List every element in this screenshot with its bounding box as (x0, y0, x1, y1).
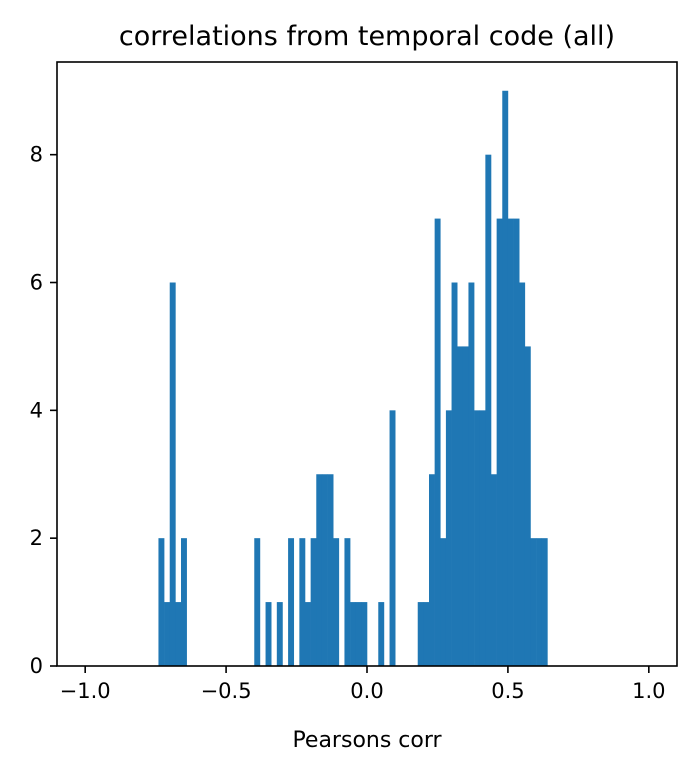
histogram-bar (316, 474, 323, 666)
histogram-bar (164, 602, 171, 666)
histogram-bar (254, 538, 261, 666)
x-axis-label: Pearsons corr (292, 728, 442, 753)
x-tick-label: 0.0 (350, 679, 383, 703)
histogram-bar (333, 538, 340, 666)
histogram-bar (378, 602, 385, 666)
y-tick-label: 8 (30, 143, 43, 167)
histogram-bar (434, 218, 441, 666)
bars-layer (158, 90, 548, 666)
y-tick-label: 6 (30, 271, 43, 295)
histogram-bar (175, 602, 182, 666)
histogram-bar (457, 346, 464, 666)
histogram-bar (507, 218, 514, 666)
histogram-bar (462, 346, 469, 666)
histogram-bar (389, 410, 396, 666)
histogram-bar (541, 538, 548, 666)
histogram-bar (169, 282, 176, 666)
chart-title: correlations from temporal code (all) (119, 21, 615, 52)
histogram-bar (299, 538, 306, 666)
histogram-bar (350, 602, 357, 666)
histogram-bar (288, 538, 295, 666)
histogram-bar (417, 602, 424, 666)
histogram-bar (265, 602, 272, 666)
axes-frame (56, 61, 678, 667)
histogram-bar (305, 602, 311, 666)
histogram-bar (479, 410, 486, 666)
histogram-bar (474, 410, 481, 666)
histogram-bar (445, 410, 452, 666)
x-tick-label: 0.5 (491, 679, 524, 703)
histogram-bar (513, 218, 520, 666)
histogram-bar (321, 474, 328, 666)
y-tick-label: 2 (30, 526, 43, 550)
histogram-bar (423, 602, 430, 666)
x-tick-label: −1.0 (60, 679, 111, 703)
histogram-bar (440, 538, 447, 666)
y-tick-label: 4 (30, 398, 43, 422)
histogram-bar (310, 538, 317, 666)
histogram-bar (344, 538, 351, 666)
histogram-bar (158, 538, 165, 666)
histogram-bar (485, 154, 492, 666)
histogram-bar (451, 282, 458, 666)
histogram-bar (524, 346, 531, 666)
histogram-bar (530, 538, 537, 666)
histogram-bar (327, 474, 334, 666)
x-tick-label: 1.0 (632, 679, 665, 703)
ticks-layer: −1.0 −0.5 0.0 0.5 1.0 0 2 4 6 8 (30, 143, 666, 703)
histogram-bar (468, 282, 475, 666)
histogram-bar (355, 602, 362, 666)
histogram-bar (429, 474, 435, 666)
histogram-bar (496, 218, 503, 666)
histogram-bar (519, 282, 526, 666)
histogram-bar (276, 602, 283, 666)
histogram-bar (502, 90, 509, 666)
histogram-bar (181, 538, 187, 666)
histogram-bar (491, 474, 497, 666)
histogram-bar (536, 538, 543, 666)
y-tick-label: 0 (30, 654, 43, 678)
x-tick-label: −0.5 (201, 679, 252, 703)
histogram-bar (361, 602, 368, 666)
